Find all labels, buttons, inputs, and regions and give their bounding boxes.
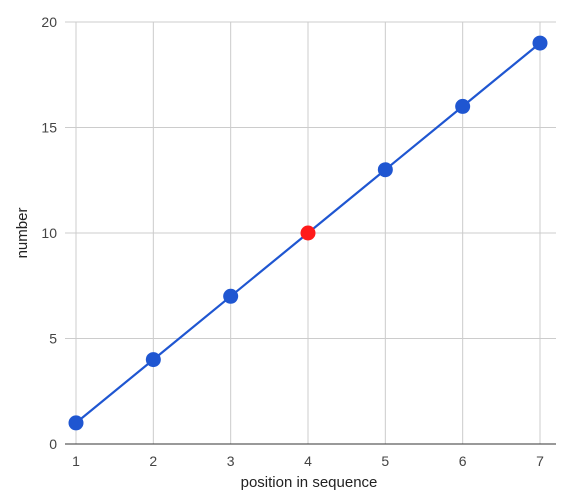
- y-tick-label: 0: [49, 436, 57, 452]
- x-tick-label: 1: [72, 453, 80, 469]
- y-tick-label: 5: [49, 331, 57, 347]
- tick-labels: 0 5 10 15 20 1 2 3 4 5 6 7: [41, 14, 544, 469]
- y-axis-title: number: [14, 208, 31, 259]
- data-point: [223, 288, 239, 304]
- data-point: [455, 98, 471, 114]
- x-tick-label: 2: [149, 453, 157, 469]
- highlighted-data-point: [300, 225, 316, 241]
- data-point: [145, 352, 161, 368]
- x-tick-label: 6: [459, 453, 467, 469]
- y-tick-label: 20: [41, 14, 57, 30]
- x-tick-label: 4: [304, 453, 312, 469]
- data-point: [532, 35, 548, 51]
- grid: [65, 21, 556, 445]
- x-tick-label: 5: [381, 453, 389, 469]
- x-tick-label: 3: [227, 453, 235, 469]
- data-point: [377, 162, 393, 178]
- y-tick-label: 15: [41, 120, 57, 136]
- y-tick-label: 10: [41, 225, 57, 241]
- x-tick-label: 7: [536, 453, 544, 469]
- series: [68, 35, 548, 431]
- x-axis-title: position in sequence: [241, 474, 378, 491]
- data-point: [68, 415, 84, 431]
